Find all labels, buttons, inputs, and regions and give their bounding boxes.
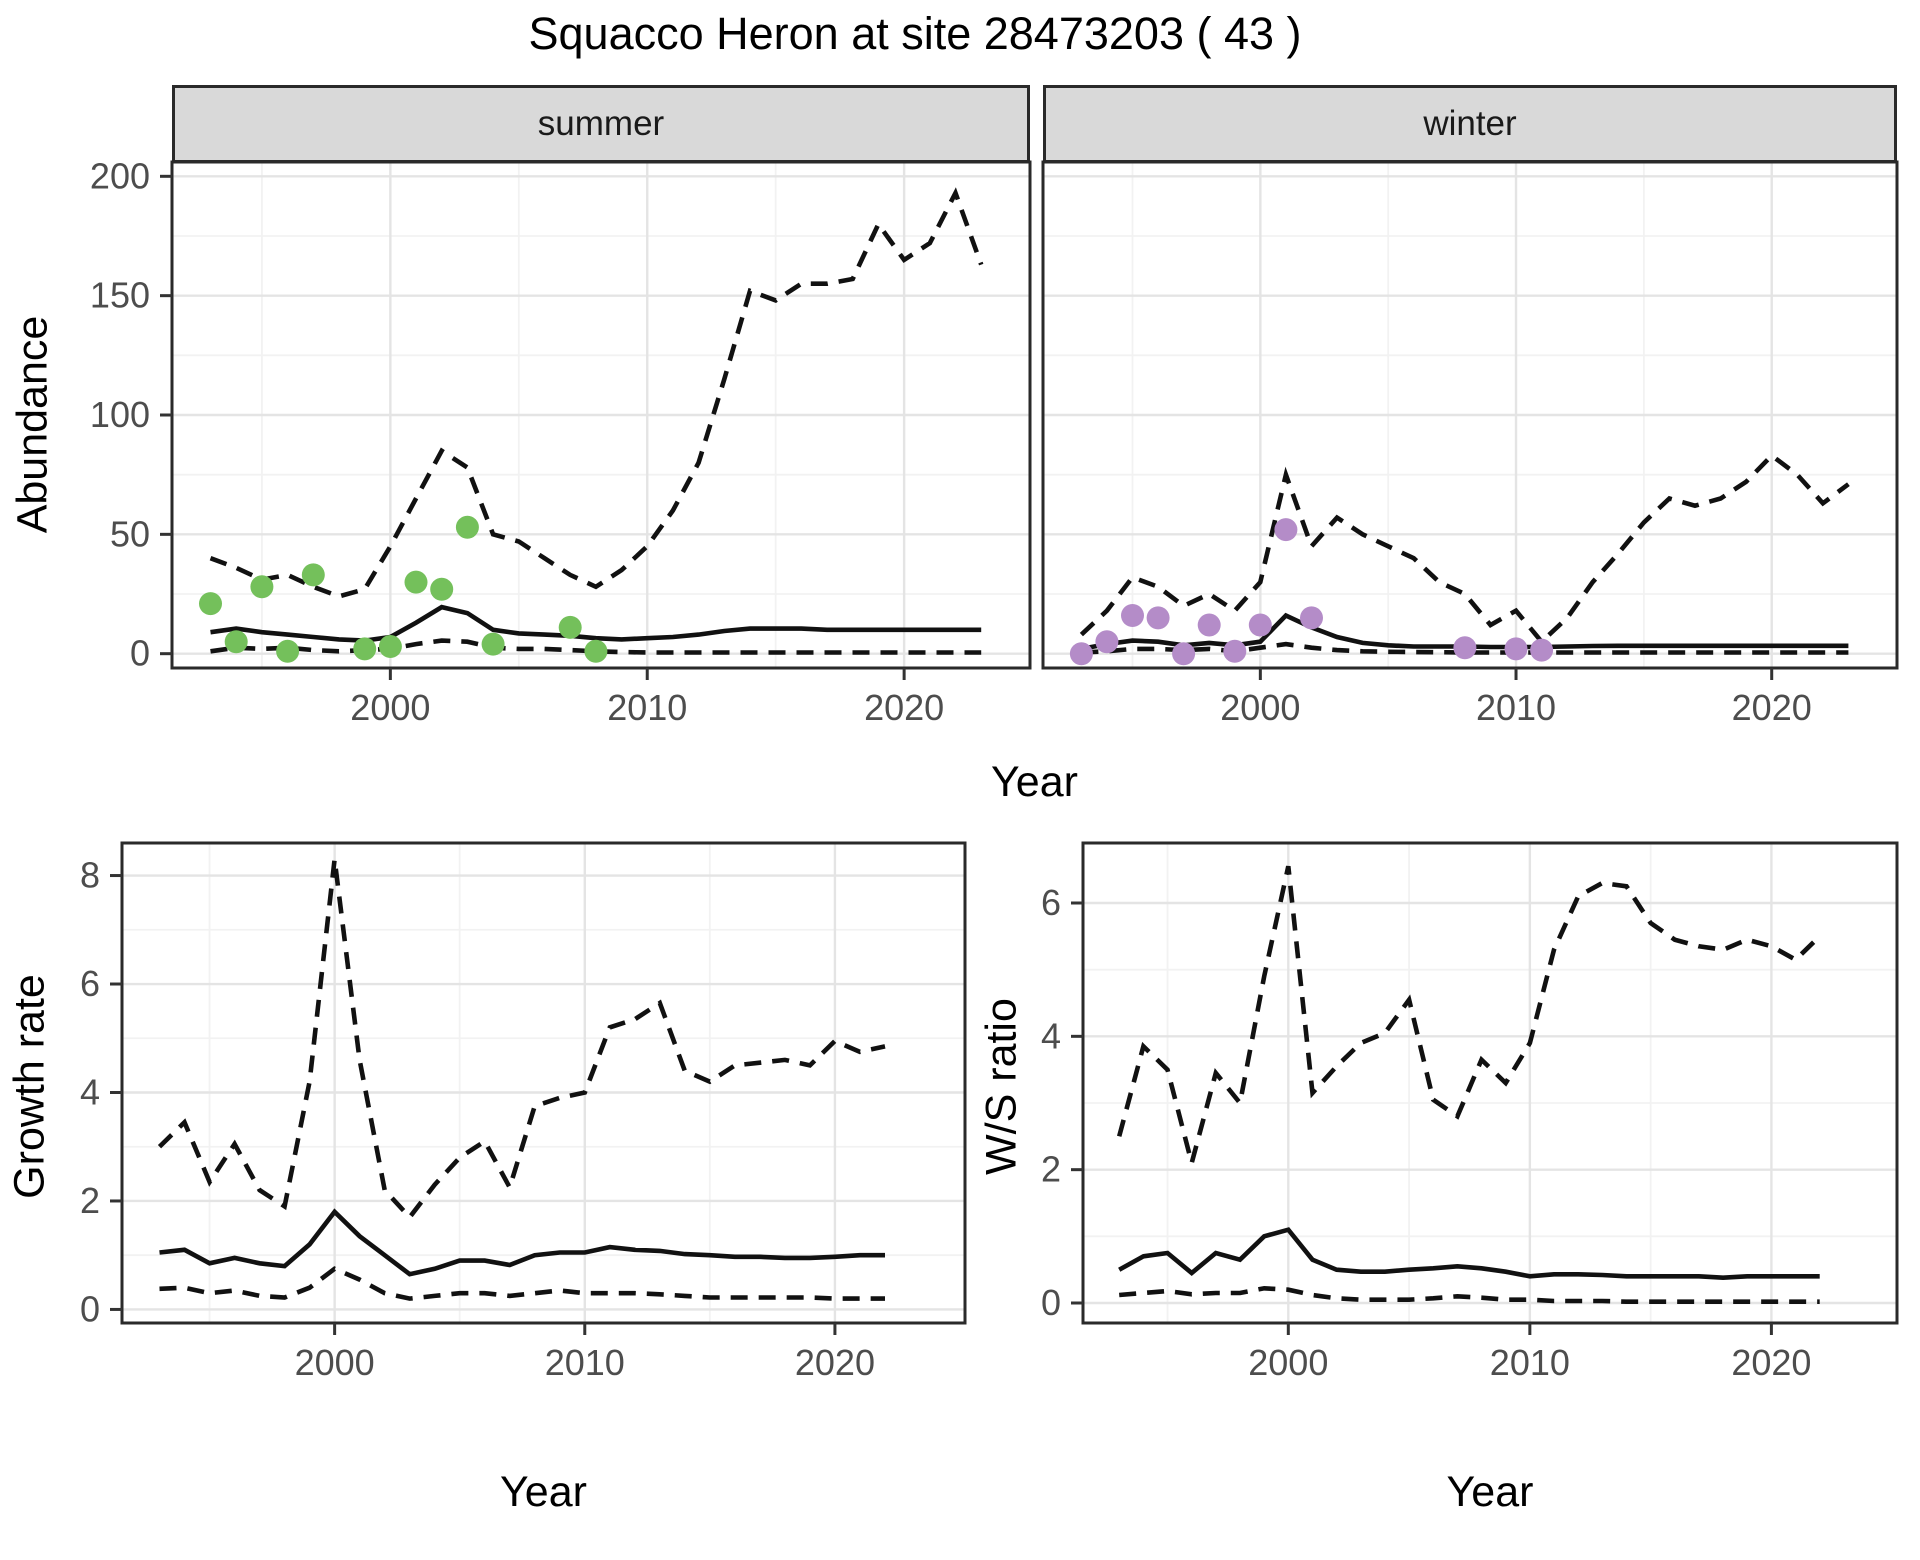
svg-text:4: 4	[1041, 1015, 1061, 1056]
svg-text:50: 50	[110, 513, 150, 554]
panel-abundance_winter: 2000 2010 2020	[1041, 160, 1899, 728]
svg-text:2010: 2010	[1476, 687, 1556, 728]
series-lower_95	[210, 638, 982, 655]
series-upper_95	[157, 859, 886, 1221]
data-point	[1095, 630, 1119, 654]
svg-text:2000: 2000	[1220, 687, 1300, 728]
svg-text:2: 2	[1041, 1149, 1061, 1190]
series-upper_95	[1116, 865, 1822, 1173]
data-point	[558, 615, 582, 639]
data-point	[584, 639, 608, 663]
data-point	[378, 635, 402, 658]
series-upper_95	[1079, 452, 1850, 646]
data-point	[1121, 604, 1144, 627]
y-axis-title-ws-ratio: W/S ratio	[977, 998, 1026, 1175]
data-point	[1453, 636, 1477, 660]
svg-text:2020: 2020	[1732, 687, 1812, 728]
data-point	[455, 515, 479, 539]
data-point	[1530, 638, 1554, 662]
series-lower_95	[1119, 1285, 1820, 1304]
svg-text:8: 8	[80, 855, 100, 896]
svg-text:200: 200	[90, 155, 150, 196]
x-axis-title-top: Year	[991, 758, 1078, 806]
series-median	[210, 604, 982, 643]
facet-strip-winter-label: winter	[1423, 104, 1517, 143]
svg-text:0: 0	[80, 1288, 100, 1329]
data-point	[1223, 639, 1247, 663]
data-point	[1069, 642, 1093, 666]
x-axis-title-bottom-left: Year	[500, 1468, 587, 1516]
data-point	[199, 592, 222, 616]
series-median	[159, 1208, 885, 1277]
svg-text:150: 150	[90, 275, 150, 316]
data-point	[430, 577, 454, 601]
series-upper_95	[209, 187, 984, 599]
data-point	[1274, 518, 1298, 542]
svg-text:2000: 2000	[350, 687, 430, 728]
panel-abundance_summer: 2000 2010 2020 0 50 100 150 200	[90, 155, 1032, 728]
data-point	[224, 630, 248, 654]
y-axis-title-growth-rate: Growth rate	[5, 974, 54, 1199]
facet-strip-winter: winter	[1043, 85, 1897, 163]
series-lower_95	[1081, 641, 1849, 655]
svg-text:2020: 2020	[1731, 1342, 1811, 1383]
svg-text:2010: 2010	[1490, 1342, 1570, 1383]
svg-text:100: 100	[90, 394, 150, 435]
svg-text:6: 6	[80, 963, 100, 1004]
plot-title: Squacco Heron at site 28473203 ( 43 )	[528, 8, 1302, 59]
panel-growth_rate: 2000 2010 2020 0 2 4 6 8	[80, 841, 967, 1383]
facet-strip-summer-label: summer	[537, 104, 665, 143]
data-point	[1197, 613, 1221, 637]
data-point	[404, 570, 428, 594]
x-axis-title-bottom-right: Year	[1446, 1468, 1534, 1516]
data-point	[301, 563, 325, 587]
svg-text:6: 6	[1041, 882, 1061, 923]
data-point	[353, 637, 377, 661]
series-lower_95	[159, 1266, 885, 1301]
data-point	[481, 632, 505, 656]
data-point	[250, 575, 274, 599]
svg-text:0: 0	[130, 633, 150, 674]
data-point	[1172, 642, 1196, 666]
data-point	[1146, 606, 1170, 630]
svg-text:0: 0	[1041, 1282, 1061, 1323]
facet-strip-summer: summer	[172, 85, 1030, 163]
y-axis-title-abundance: Abundance	[8, 315, 57, 534]
data-point	[1300, 606, 1323, 630]
svg-text:2010: 2010	[545, 1342, 625, 1383]
data-point	[1504, 637, 1528, 661]
series-median	[1118, 1227, 1820, 1281]
data-point	[276, 639, 300, 663]
svg-text:2020: 2020	[795, 1342, 875, 1383]
panel-ws_ratio: 2000 2010 2020 0 2 4 6	[1041, 841, 1899, 1383]
svg-text:2000: 2000	[1248, 1342, 1328, 1383]
svg-text:2: 2	[80, 1180, 100, 1221]
svg-text:4: 4	[80, 1071, 100, 1112]
svg-text:2020: 2020	[864, 687, 944, 728]
svg-text:2000: 2000	[295, 1342, 375, 1383]
data-point	[1248, 613, 1272, 637]
svg-text:2010: 2010	[607, 687, 687, 728]
